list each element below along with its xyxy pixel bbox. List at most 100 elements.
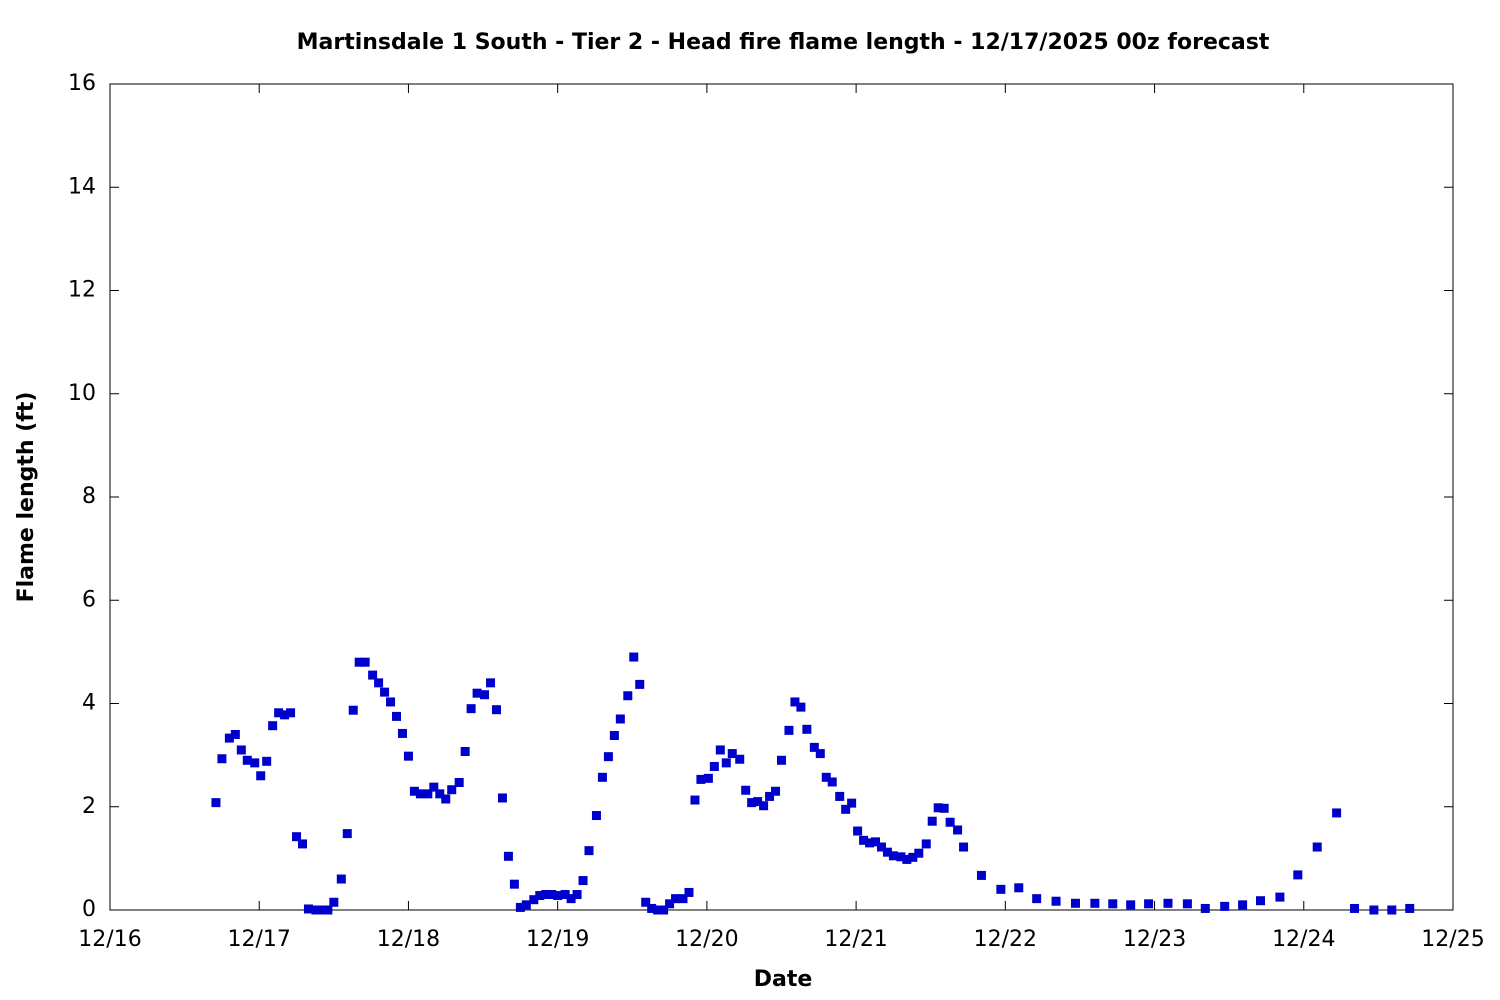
data-point	[1014, 883, 1024, 893]
data-point	[902, 854, 912, 864]
data-point	[727, 749, 737, 759]
data-point	[1126, 900, 1136, 910]
data-point	[386, 697, 396, 707]
data-point	[603, 752, 613, 762]
data-point	[303, 904, 313, 914]
data-point	[1312, 842, 1322, 852]
y-tick-label: 10	[68, 381, 96, 406]
data-point	[491, 705, 501, 715]
data-point	[224, 733, 234, 743]
data-point	[609, 731, 619, 741]
y-tick-label: 4	[82, 691, 96, 716]
data-point	[403, 751, 413, 761]
data-point	[653, 905, 663, 915]
x-axis-label: Date	[754, 967, 813, 992]
data-point	[397, 728, 407, 738]
data-point	[348, 705, 358, 715]
data-point	[996, 884, 1006, 894]
data-point	[262, 756, 272, 766]
data-point	[560, 890, 570, 900]
data-point	[647, 903, 657, 913]
data-point	[1108, 899, 1118, 909]
data-point	[1405, 903, 1415, 913]
data-point	[311, 905, 321, 915]
data-point	[368, 670, 378, 680]
data-point	[684, 887, 694, 897]
data-point	[809, 742, 819, 752]
data-point	[274, 708, 284, 718]
data-point	[466, 704, 476, 714]
data-point	[665, 899, 675, 909]
data-point	[1200, 903, 1210, 913]
data-point	[268, 721, 278, 731]
data-point	[921, 839, 931, 849]
x-tick-label: 12/19	[526, 927, 589, 952]
data-point	[827, 777, 837, 787]
data-point	[629, 652, 639, 662]
data-point	[696, 774, 706, 784]
y-tick-label: 6	[82, 587, 96, 612]
data-point	[515, 902, 525, 912]
data-point	[771, 786, 781, 796]
data-point	[678, 894, 688, 904]
data-point	[623, 691, 633, 701]
y-tick-label: 0	[82, 897, 96, 922]
y-tick-label: 8	[82, 484, 96, 509]
data-point	[509, 879, 519, 889]
data-point	[796, 702, 806, 712]
data-point	[329, 897, 339, 907]
data-point	[871, 837, 881, 847]
data-point	[1332, 808, 1342, 818]
data-point	[460, 747, 470, 757]
data-point	[217, 754, 227, 764]
data-point	[572, 890, 582, 900]
data-point	[1293, 870, 1303, 880]
data-point	[541, 890, 551, 900]
x-tick-label: 12/21	[824, 927, 887, 952]
data-point	[1256, 896, 1266, 906]
x-tick-label: 12/22	[974, 927, 1037, 952]
data-point	[429, 782, 439, 792]
x-tick-label: 12/25	[1421, 927, 1484, 952]
data-point	[1070, 898, 1080, 908]
data-point	[759, 801, 769, 811]
data-point	[914, 848, 924, 858]
data-point	[380, 687, 390, 697]
y-tick-label: 16	[68, 71, 96, 96]
data-point	[896, 852, 906, 862]
data-point	[853, 826, 863, 836]
data-point	[454, 777, 464, 787]
data-point	[336, 874, 346, 884]
data-point	[659, 905, 669, 915]
y-tick-label: 2	[82, 794, 96, 819]
data-point	[841, 804, 851, 814]
data-point	[342, 829, 352, 839]
data-point	[847, 798, 857, 808]
data-point	[927, 816, 937, 826]
data-point	[547, 890, 557, 900]
data-point	[1051, 896, 1061, 906]
data-point	[211, 798, 221, 808]
data-point	[888, 851, 898, 861]
data-point	[553, 891, 563, 901]
data-point	[423, 789, 433, 799]
data-point	[597, 772, 607, 782]
data-point	[703, 773, 713, 783]
data-point	[535, 891, 545, 901]
data-point	[374, 678, 384, 688]
data-point	[566, 894, 576, 904]
data-point	[641, 897, 651, 907]
data-point	[715, 745, 725, 755]
data-point	[360, 657, 370, 667]
data-point	[1275, 892, 1285, 902]
data-point	[671, 894, 681, 904]
data-point	[959, 842, 969, 852]
data-point	[497, 793, 507, 803]
data-point	[765, 791, 775, 801]
data-point	[1350, 903, 1360, 913]
data-point	[876, 842, 886, 852]
data-point	[317, 905, 327, 915]
data-point	[908, 852, 918, 862]
data-point	[292, 832, 302, 842]
